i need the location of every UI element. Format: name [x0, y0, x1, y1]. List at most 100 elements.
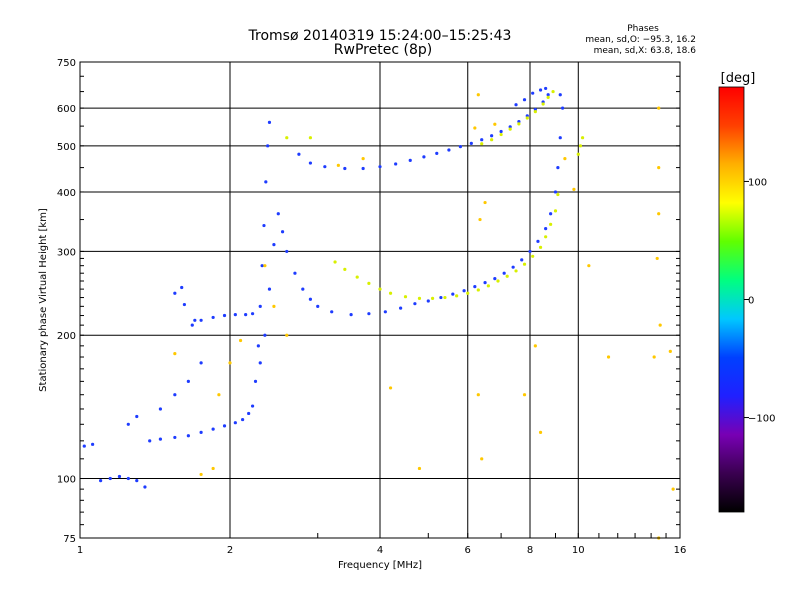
data-point [211, 427, 215, 431]
data-point [244, 312, 248, 317]
data-point [480, 457, 484, 461]
data-point [533, 110, 537, 114]
data-point [258, 361, 262, 365]
colorbar-ticks: 100 0 −100 [744, 177, 775, 425]
y-axis-label: Stationary phase Virtual Height [km] [38, 208, 49, 392]
data-point [301, 287, 305, 291]
data-point [522, 262, 527, 266]
data-point [553, 209, 558, 213]
data-point [143, 485, 147, 489]
data-point [280, 230, 285, 234]
chart-subtitle: RwPretec (8p) [334, 42, 432, 58]
chart-title: Tromsø 20140319 15:24:00–15:25:43 [248, 28, 512, 44]
data-point [435, 151, 439, 155]
data-point [587, 264, 591, 268]
phases-x-stats: mean, sd,X: 63.8, 18.6 [594, 46, 697, 56]
data-point [82, 444, 86, 448]
data-point [388, 291, 393, 295]
data-point [520, 258, 524, 262]
data-point [264, 180, 268, 184]
data-point [451, 292, 455, 296]
data-point [180, 285, 184, 290]
data-point [361, 157, 365, 161]
x-axis-ticks: 1 2 4 6 8 10 16 [77, 533, 687, 556]
data-point [217, 393, 221, 397]
data-point [538, 88, 543, 92]
data-point [522, 98, 527, 102]
colorbar [718, 86, 745, 513]
data-point [462, 289, 466, 293]
x-tick-label: 1 [77, 545, 83, 556]
data-point [399, 306, 403, 310]
data-point [349, 312, 353, 317]
colorbar-label: [deg] [721, 71, 756, 86]
data-point [439, 295, 443, 300]
data-point [544, 227, 548, 231]
data-point [272, 304, 276, 308]
x-axis-label: Frequency [MHz] [338, 560, 422, 571]
data-point [514, 269, 518, 273]
data-point [517, 120, 521, 124]
data-point [480, 138, 484, 142]
x-tick-label: 8 [527, 545, 533, 556]
data-point [546, 93, 550, 97]
data-point [551, 89, 555, 94]
data-point [238, 338, 243, 343]
data-point [476, 393, 480, 397]
y-tick-label: 300 [57, 247, 76, 258]
colorbar-tick-label: −100 [748, 414, 775, 425]
data-point [117, 474, 122, 479]
data-point [655, 256, 659, 261]
data-point [182, 302, 186, 307]
data-point [343, 267, 347, 272]
y-tick-label: 100 [57, 475, 76, 486]
data-point [458, 145, 463, 149]
data-point [222, 313, 227, 318]
data-point [173, 352, 177, 356]
y-tick-label: 400 [57, 188, 76, 199]
data-point [222, 424, 227, 428]
data-point [514, 103, 518, 107]
data-point [233, 421, 237, 425]
data-point [262, 223, 266, 228]
data-point [173, 393, 177, 397]
data-point [546, 95, 550, 99]
data-point [126, 422, 130, 426]
data-point [490, 138, 494, 142]
data-point [91, 442, 95, 446]
data-point [536, 239, 540, 243]
data-point [525, 116, 529, 120]
data-point [228, 361, 232, 365]
data-point [455, 294, 459, 298]
data-point [538, 245, 543, 249]
data-point [511, 265, 515, 269]
data-point [388, 386, 393, 390]
x-tick-label: 16 [674, 545, 687, 556]
data-point [323, 165, 327, 169]
data-point [473, 285, 477, 289]
data-point [148, 439, 152, 443]
data-point [560, 106, 565, 110]
data-point [285, 136, 289, 140]
data-point [496, 279, 500, 283]
data-point [486, 284, 490, 288]
data-point [343, 166, 347, 171]
data-point [250, 312, 255, 316]
data-point [285, 333, 289, 337]
data-point [336, 163, 340, 167]
data-point [190, 323, 194, 327]
y-tick-label: 600 [57, 104, 76, 115]
data-point [528, 249, 532, 254]
data-point [657, 166, 661, 170]
data-point [135, 414, 139, 419]
data-point [333, 260, 337, 264]
data-point [556, 166, 560, 170]
data-point [158, 407, 163, 411]
data-point [250, 404, 255, 408]
data-point [186, 434, 190, 438]
data-point [549, 222, 553, 226]
data-point [473, 126, 477, 130]
data-point [211, 466, 215, 471]
data-point [308, 297, 313, 301]
